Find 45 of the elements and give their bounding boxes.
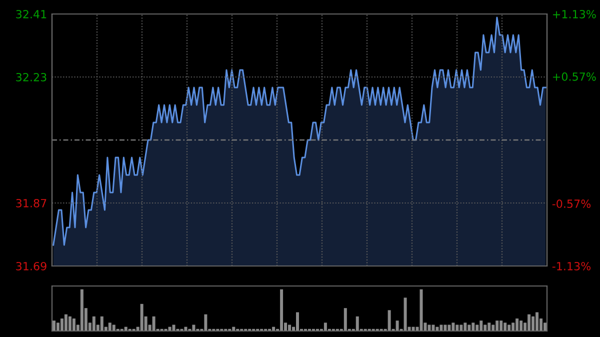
bar [528,314,531,331]
bar [52,320,56,331]
bar [512,322,515,331]
y2-tick-label: -0.57% [552,200,591,208]
bar [296,312,299,331]
bar [420,289,423,331]
bar [152,316,156,331]
bar [280,289,284,331]
bar [388,310,391,331]
bar [140,304,144,331]
bar [544,322,546,331]
y2-tick-label: +0.57% [553,72,596,81]
y-tick-label: 31.69 [16,262,46,270]
bar [356,316,359,331]
bar [56,322,60,331]
bar [204,314,208,331]
bar [500,320,503,331]
bar [60,318,64,331]
bar [480,320,483,331]
bar [68,316,72,331]
bar [72,318,76,331]
bar [92,316,96,331]
bar [496,320,499,331]
y2-tick-label: +1.13% [553,10,596,18]
bar [472,322,475,331]
bar [532,316,535,331]
bar [344,308,347,331]
y-tick-label: 31.87 [16,198,46,208]
bar [504,322,507,331]
bar [516,318,519,331]
bar [108,322,112,331]
bar [80,289,84,331]
bar [520,320,523,331]
bar [396,320,399,331]
bar [100,316,104,331]
bar [64,314,68,331]
bar [464,322,467,331]
bar [488,322,491,331]
y-tick-label: 32.23 [16,72,46,82]
bar [324,322,327,331]
y2-tick-label: -1.13% [552,262,591,270]
bar [536,312,539,331]
bar [404,298,407,331]
y-tick-label: 32.41 [16,10,46,18]
bar [452,322,455,331]
